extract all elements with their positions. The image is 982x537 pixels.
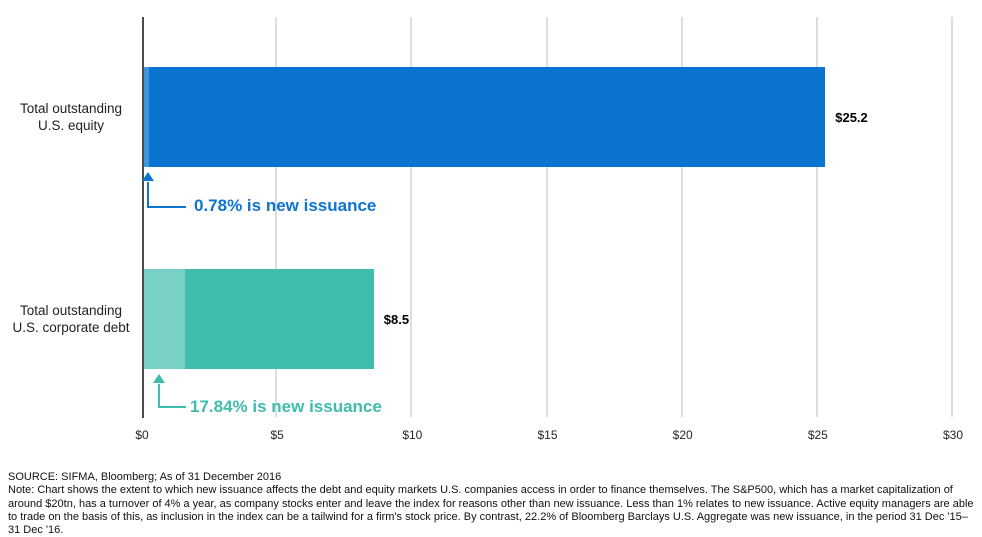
corporate-debt-new-issuance-segment	[144, 269, 185, 369]
x-axis-tick-label: $25	[807, 428, 828, 442]
x-axis-tick-label: $5	[270, 428, 284, 442]
gridline	[680, 17, 683, 417]
gridline	[951, 17, 953, 417]
y-axis-line	[142, 17, 144, 418]
corporate-debt-category-line1: Total outstanding	[19, 302, 123, 318]
corporate-debt-bar	[144, 269, 374, 369]
equity-new-issuance-segment	[144, 67, 150, 167]
note-text: Note: Chart shows the extent to which ne…	[8, 484, 974, 537]
x-axis-tick-label: $30	[942, 428, 964, 442]
equity-category-label: Total outstanding U.S. equity	[2, 67, 140, 167]
x-axis-tick-label: $10	[402, 428, 423, 442]
corporate-debt-annotation-arrow-line	[158, 384, 186, 408]
bar-row-corporate-debt: $8.5	[144, 269, 409, 369]
corporate-debt-value-label: $8.5	[383, 311, 410, 327]
equity-annotation-arrow-line	[147, 182, 186, 208]
x-axis-tick-label: $20	[672, 428, 693, 442]
gridline	[545, 17, 548, 417]
gridline	[275, 17, 278, 417]
plot-area: $25.2 $8.5 $0 $5 $10 $15 $20 $25 $30	[135, 17, 963, 442]
equity-category-line2: U.S. equity	[37, 118, 105, 133]
equity-annotation-arrowhead-icon	[142, 172, 154, 181]
gridline	[815, 17, 818, 417]
corporate-debt-annotation-text: 17.84% is new issuance	[190, 397, 382, 416]
corporate-debt-annotation-arrowhead-icon	[153, 374, 165, 383]
corporate-debt-category-line2: U.S. corporate debt	[12, 320, 130, 335]
x-axis-tick-label: $0	[135, 428, 149, 442]
equity-annotation-text: 0.78% is new issuance	[194, 196, 377, 215]
source-line: SOURCE: SIFMA, Bloomberg; As of 31 Decem…	[8, 471, 282, 483]
equity-category-line1: Total outstanding	[19, 100, 123, 116]
corporate-debt-category-label: Total outstanding U.S. corporate debt	[2, 269, 140, 369]
x-axis-tick-label: $15	[537, 428, 558, 442]
gridline	[410, 17, 413, 417]
equity-bar	[144, 67, 826, 167]
equity-value-label: $25.2	[835, 109, 868, 125]
footer: SOURCE: SIFMA, Bloomberg; As of 31 Decem…	[8, 471, 976, 537]
bar-row-equity: $25.2	[144, 67, 868, 167]
